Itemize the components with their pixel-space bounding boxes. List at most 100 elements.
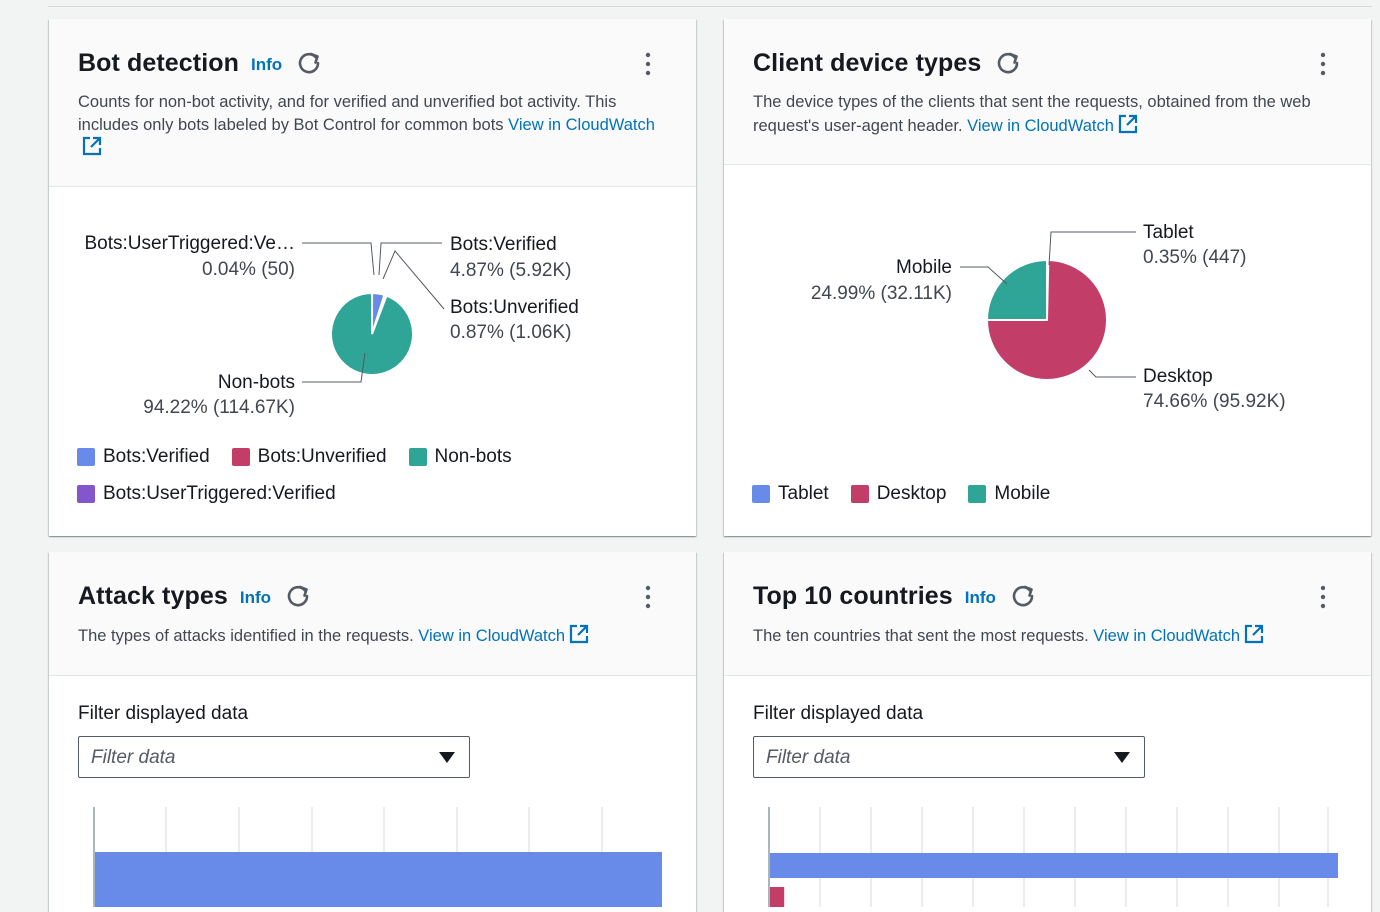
filter-dropdown[interactable]: Filter data [78, 736, 470, 778]
cloudwatch-link-label: View in CloudWatch [418, 627, 565, 645]
legend-label: Desktop [877, 483, 947, 505]
slice-label-unverified: Bots:Unverified [450, 297, 579, 318]
more-actions-icon[interactable] [638, 584, 658, 610]
description-text: The types of attacks identified in the r… [78, 627, 414, 645]
filter-label: Filter displayed data [78, 703, 248, 725]
slice-value-unverified: 0.87% (1.06K) [450, 322, 571, 343]
legend-label: Bots:Verified [103, 446, 210, 468]
legend-swatch [77, 448, 95, 466]
top-countries-card: Top 10 countries Info The ten countries … [724, 552, 1371, 912]
cloudwatch-link-label: View in CloudWatch [508, 116, 655, 134]
legend-swatch [752, 485, 770, 503]
legend-item-verified[interactable]: Bots:Verified [77, 438, 210, 475]
description-text: The ten countries that sent the most req… [753, 627, 1089, 645]
external-link-icon [1118, 114, 1138, 134]
slice-value-nonbots: 94.22% (114.67K) [143, 397, 295, 418]
country-bar-1[interactable] [770, 853, 1338, 878]
bot-pie-chart: Bots:UserTriggered:Ve… 0.04% (50) Bots:V… [49, 187, 696, 437]
legend-swatch [409, 448, 427, 466]
slice-label-usertriggered: Bots:UserTriggered:Ve… [85, 233, 296, 254]
slice-label-nonbots: Non-bots [218, 372, 295, 393]
slice-label-tablet: Tablet [1143, 222, 1194, 243]
legend-item-desktop[interactable]: Desktop [851, 475, 947, 512]
card-description: The device types of the clients that sen… [753, 91, 1353, 137]
caret-down-icon [1114, 752, 1130, 763]
refresh-icon[interactable] [1010, 583, 1036, 609]
refresh-icon[interactable] [285, 583, 311, 609]
cloudwatch-link-label: View in CloudWatch [1093, 627, 1240, 645]
slice-label-desktop: Desktop [1143, 366, 1213, 387]
legend-item-mobile[interactable]: Mobile [968, 475, 1050, 512]
attack-types-card: Attack types Info The types of attacks i… [49, 552, 696, 912]
pie-slice-mobile[interactable] [987, 260, 1047, 320]
info-link[interactable]: Info [240, 588, 271, 608]
external-link-icon [569, 624, 589, 644]
legend-label: Bots:Unverified [258, 446, 387, 468]
cloudwatch-link[interactable]: View in CloudWatch [1093, 627, 1264, 645]
slice-value-usertriggered: 0.04% (50) [202, 259, 295, 280]
card-header: Attack types Info The types of attacks i… [49, 552, 696, 676]
legend-swatch [232, 448, 250, 466]
card-title: Client device types [753, 49, 981, 78]
legend-swatch [968, 485, 986, 503]
bot-detection-card: Bot detection Info Counts for non-bot ac… [49, 19, 696, 536]
attack-bar[interactable] [95, 852, 662, 907]
filter-placeholder: Filter data [766, 747, 850, 769]
external-link-icon [82, 136, 102, 156]
more-actions-icon[interactable] [1313, 584, 1333, 610]
legend-item-tablet[interactable]: Tablet [752, 475, 829, 512]
card-title: Top 10 countries [753, 582, 953, 611]
slice-value-tablet: 0.35% (447) [1143, 247, 1247, 268]
filter-dropdown[interactable]: Filter data [753, 736, 1145, 778]
slice-value-mobile: 24.99% (32.11K) [811, 283, 952, 304]
title-row: Attack types Info [78, 580, 311, 612]
country-bar-2[interactable] [770, 887, 784, 907]
card-description: The types of attacks identified in the r… [78, 624, 678, 648]
title-row: Top 10 countries Info [753, 580, 1036, 612]
attack-bars [95, 852, 662, 907]
countries-bar-chart [724, 807, 1371, 907]
card-title: Attack types [78, 582, 228, 611]
slice-value-verified: 4.87% (5.92K) [450, 260, 571, 281]
top-divider [48, 0, 1372, 7]
card-header: Top 10 countries Info The ten countries … [724, 552, 1371, 676]
legend-item-nonbots[interactable]: Non-bots [409, 438, 512, 475]
more-actions-icon[interactable] [1313, 51, 1333, 77]
card-header: Bot detection Info Counts for non-bot ac… [49, 19, 696, 187]
card-description: The ten countries that sent the most req… [753, 624, 1353, 648]
slice-label-mobile: Mobile [896, 257, 952, 278]
attack-bar-chart [49, 807, 696, 907]
legend-label: Bots:UserTriggered:Verified [103, 483, 336, 505]
chart-legend: Tablet Desktop Mobile [752, 475, 1342, 512]
legend-label: Non-bots [435, 446, 512, 468]
title-row: Bot detection Info [78, 47, 322, 79]
filter-placeholder: Filter data [91, 747, 175, 769]
cloudwatch-link[interactable]: View in CloudWatch [967, 117, 1138, 135]
client-device-types-card: Client device types The device types of … [724, 19, 1371, 536]
card-title: Bot detection [78, 49, 239, 78]
countries-bars [770, 853, 1338, 907]
chart-legend: Bots:Verified Bots:Unverified Non-bots B… [77, 438, 667, 512]
legend-label: Tablet [778, 483, 829, 505]
legend-item-unverified[interactable]: Bots:Unverified [232, 438, 387, 475]
refresh-icon[interactable] [296, 50, 322, 76]
bot-pie [331, 293, 413, 375]
slice-label-verified: Bots:Verified [450, 234, 557, 255]
legend-swatch [851, 485, 869, 503]
title-row: Client device types [753, 47, 1021, 79]
device-pie [987, 260, 1107, 380]
more-actions-icon[interactable] [638, 51, 658, 77]
legend-item-usertriggered[interactable]: Bots:UserTriggered:Verified [77, 475, 336, 512]
cloudwatch-link[interactable]: View in CloudWatch [418, 627, 589, 645]
slice-value-desktop: 74.66% (95.92K) [1143, 391, 1286, 412]
pie-slice-non-bots[interactable] [331, 293, 413, 375]
external-link-icon [1244, 624, 1264, 644]
card-description: Counts for non-bot activity, and for ver… [78, 91, 668, 160]
caret-down-icon [439, 752, 455, 763]
info-link[interactable]: Info [251, 55, 282, 75]
refresh-icon[interactable] [995, 50, 1021, 76]
device-pie-chart: Tablet 0.35% (447) Mobile 24.99% (32.11K… [724, 165, 1371, 435]
info-link[interactable]: Info [965, 588, 996, 608]
legend-label: Mobile [994, 483, 1050, 505]
filter-label: Filter displayed data [753, 703, 923, 725]
